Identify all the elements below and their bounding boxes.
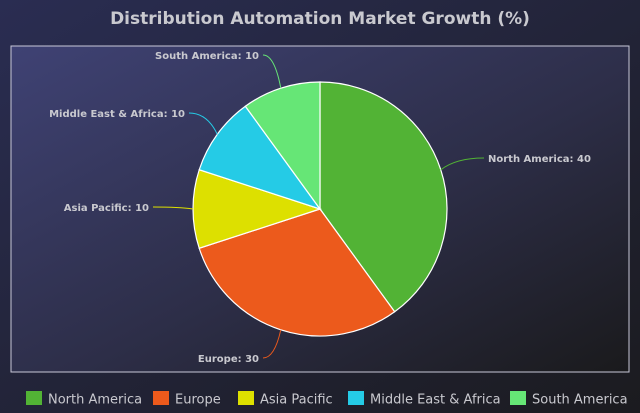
legend-swatch-asia-pacific: [238, 391, 254, 405]
pie-slice-middle-east-and-africa[interactable]: [198, 105, 322, 211]
chart-title: Distribution Automation Market Growth (%…: [110, 9, 530, 29]
pie-slice-asia-pacific[interactable]: [192, 168, 322, 250]
pie-slices: [192, 81, 448, 337]
leader-line-europe: [262, 329, 282, 359]
leader-line-north-america: [440, 157, 485, 171]
legend-item-europe[interactable]: Europe: [153, 391, 221, 408]
leader-line-south-america: [262, 54, 282, 89]
legend-swatch-europe: [153, 391, 169, 405]
legend-item-south-america[interactable]: South America: [510, 391, 628, 408]
legend-label-south-america: South America: [532, 393, 628, 408]
slice-label-south-america: South America: 10: [155, 51, 259, 62]
legend-swatch-south-america: [510, 391, 526, 405]
slice-label-asia-pacific: Asia Pacific: 10: [64, 203, 149, 214]
legend-label-europe: Europe: [175, 393, 221, 408]
pie-slice-south-america[interactable]: [244, 81, 321, 211]
legend-item-middle-east-and-africa[interactable]: Middle East & Africa: [348, 391, 501, 408]
slice-label-north-america: North America: 40: [488, 154, 591, 165]
legend: North America Europe Asia Pacific Middle Ea…: [26, 391, 628, 408]
legend-item-north-america[interactable]: North America: [26, 391, 142, 408]
slice-label-europe: Europe: 30: [198, 354, 259, 365]
legend-label-north-america: North America: [48, 393, 142, 408]
legend-swatch-north-america: [26, 391, 42, 405]
leader-line-middle-east-and-africa: [188, 112, 218, 135]
legend-label-asia-pacific: Asia Pacific: [260, 393, 333, 408]
legend-item-asia-pacific[interactable]: Asia Pacific: [238, 391, 333, 408]
slice-label-middle-east-and-africa: Middle East & Africa: 10: [49, 109, 185, 120]
slice-labels: North America: 40 Europe: 30 Asia Pacific:…: [49, 51, 591, 365]
legend-label-middle-east-and-africa: Middle East & Africa: [370, 393, 501, 408]
leader-line-asia-pacific: [152, 206, 194, 210]
legend-swatch-middle-east-and-africa: [348, 391, 364, 405]
slice-leader-lines: [152, 54, 485, 359]
pie-slice-europe[interactable]: [198, 208, 396, 337]
